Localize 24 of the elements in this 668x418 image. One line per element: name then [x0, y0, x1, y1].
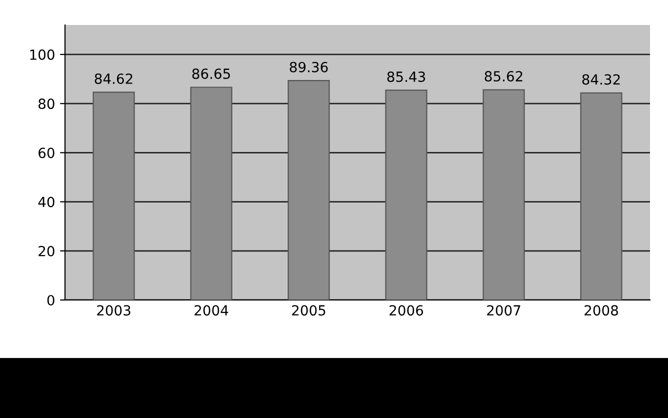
- bar: [385, 90, 428, 300]
- data-label: 85.43: [387, 71, 426, 82]
- data-label: 89.36: [290, 62, 328, 72]
- x-tick-label: 2008: [584, 305, 618, 316]
- x-tick-label: 2003: [97, 305, 130, 316]
- x-tick-label: 2005: [292, 305, 326, 316]
- y-tick-label: 100: [30, 49, 54, 60]
- data-label: 84.62: [94, 73, 132, 84]
- data-label: 84.32: [582, 74, 620, 85]
- bar: [190, 86, 232, 300]
- y-tick-label: 0: [47, 294, 54, 306]
- bar: [92, 92, 135, 300]
- bar: [288, 80, 330, 300]
- x-tick-label: 2004: [194, 305, 228, 316]
- bar: [482, 89, 525, 300]
- bar: [580, 92, 622, 300]
- x-tick-label: 2006: [390, 305, 424, 316]
- x-tick-label: 2007: [487, 305, 520, 316]
- data-label: 85.62: [484, 71, 522, 82]
- data-label: 86.65: [192, 68, 230, 79]
- y-tick-label: 80: [38, 98, 54, 110]
- y-tick-label: 20: [38, 246, 54, 256]
- y-tick-label: 60: [38, 148, 54, 158]
- y-tick-label: 40: [38, 196, 54, 208]
